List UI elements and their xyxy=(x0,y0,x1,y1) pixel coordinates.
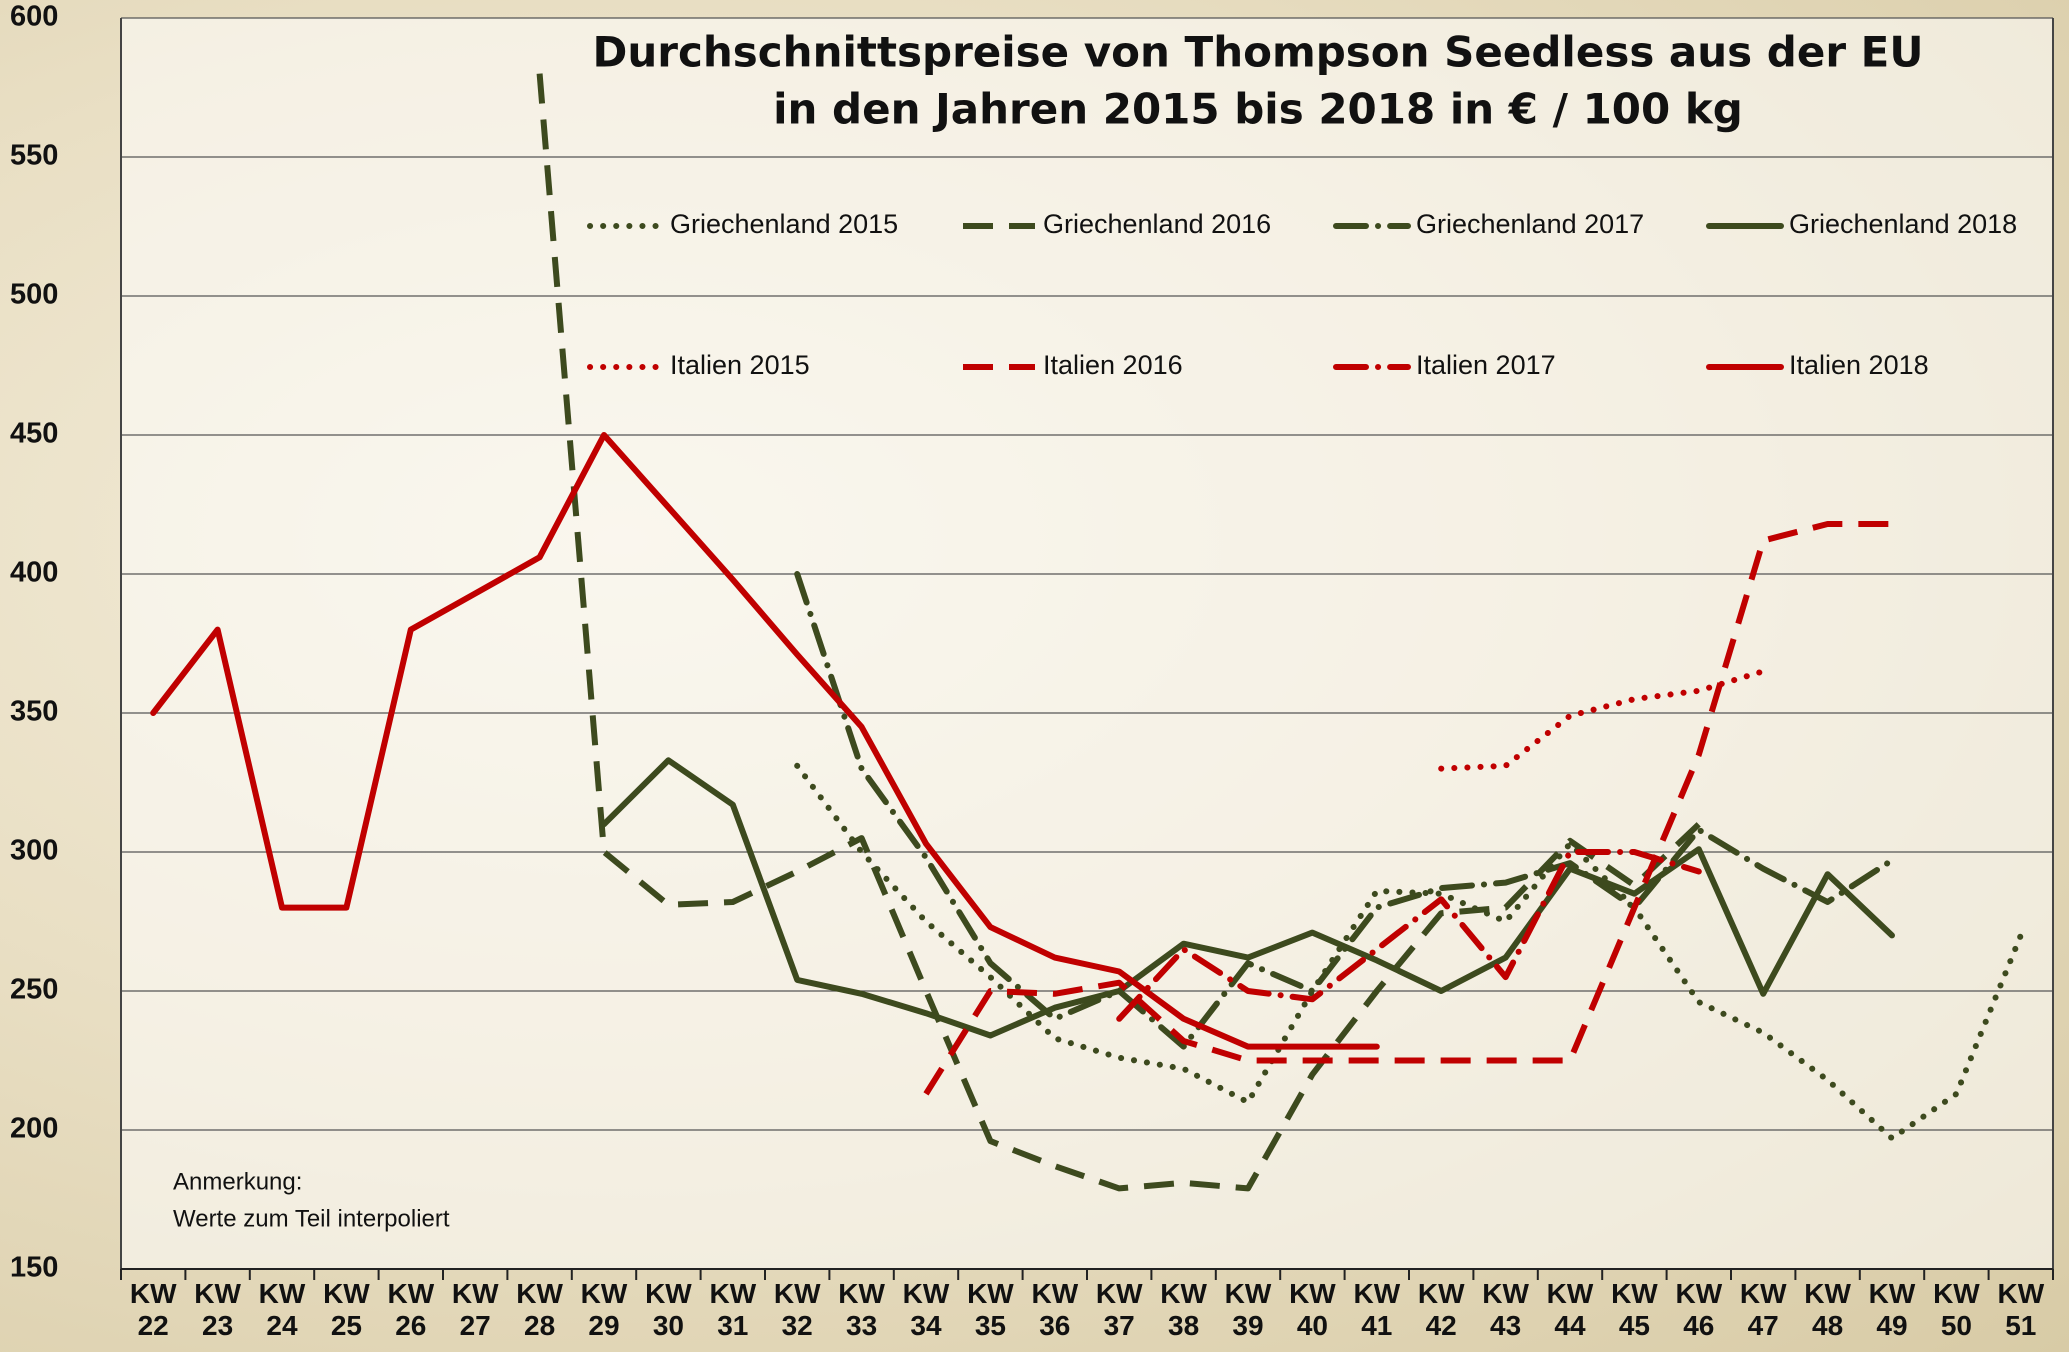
legend-label: Italien 2017 xyxy=(1416,350,1556,380)
chart-title: Durchschnittspreise von Thompson Seedles… xyxy=(593,28,1924,77)
y-tick-label: 300 xyxy=(10,835,58,867)
x-tick-label: KW 48 xyxy=(1798,1278,1858,1342)
y-tick-label: 200 xyxy=(10,1113,58,1145)
y-tick-label: 250 xyxy=(10,974,58,1006)
x-tick-label: KW 46 xyxy=(1669,1278,1729,1342)
y-tick-label: 500 xyxy=(10,279,58,311)
annotation: Anmerkung: xyxy=(173,1168,302,1195)
y-tick-label: 350 xyxy=(10,696,58,728)
x-tick-label: KW 25 xyxy=(316,1278,376,1342)
x-tick-label: KW 43 xyxy=(1476,1278,1536,1342)
y-tick-label: 600 xyxy=(10,1,58,33)
chart-title: in den Jahren 2015 bis 2018 in € / 100 k… xyxy=(773,85,1743,134)
x-tick-label: KW 31 xyxy=(703,1278,763,1342)
x-tick-label: KW 41 xyxy=(1347,1278,1407,1342)
x-tick-label: KW 30 xyxy=(638,1278,698,1342)
x-tick-label: KW 23 xyxy=(188,1278,248,1342)
x-tick-label: KW 51 xyxy=(1991,1278,2051,1342)
legend-label: Griechenland 2016 xyxy=(1043,209,1271,239)
legend-label: Griechenland 2017 xyxy=(1416,209,1644,239)
x-tick-label: KW 33 xyxy=(832,1278,892,1342)
x-tick-label: KW 34 xyxy=(896,1278,956,1342)
x-tick-label: KW 32 xyxy=(767,1278,827,1342)
y-tick-label: 400 xyxy=(10,557,58,589)
chart: Durchschnittspreise von Thompson Seedles… xyxy=(0,0,2069,1352)
x-tick-label: KW 28 xyxy=(510,1278,570,1342)
x-tick-label: KW 47 xyxy=(1733,1278,1793,1342)
x-tick-label: KW 24 xyxy=(252,1278,312,1342)
x-tick-label: KW 49 xyxy=(1862,1278,1922,1342)
x-tick-label: KW 36 xyxy=(1025,1278,1085,1342)
x-tick-label: KW 44 xyxy=(1540,1278,1600,1342)
annotation: Werte zum Teil interpoliert xyxy=(173,1205,450,1232)
legend-label: Italien 2018 xyxy=(1789,350,1929,380)
x-tick-label: KW 26 xyxy=(381,1278,441,1342)
x-tick-label: KW 37 xyxy=(1089,1278,1149,1342)
legend-label: Griechenland 2018 xyxy=(1789,209,2017,239)
x-tick-label: KW 27 xyxy=(445,1278,505,1342)
legend-label: Italien 2015 xyxy=(670,350,810,380)
x-tick-label: KW 35 xyxy=(960,1278,1020,1342)
x-tick-label: KW 38 xyxy=(1154,1278,1214,1342)
x-tick-label: KW 29 xyxy=(574,1278,634,1342)
x-tick-label: KW 39 xyxy=(1218,1278,1278,1342)
legend-label: Griechenland 2015 xyxy=(670,209,898,239)
plot-area xyxy=(121,18,2053,1269)
y-tick-label: 150 xyxy=(10,1252,58,1284)
x-tick-label: KW 40 xyxy=(1282,1278,1342,1342)
y-tick-label: 450 xyxy=(10,418,58,450)
x-tick-label: KW 45 xyxy=(1604,1278,1664,1342)
y-tick-label: 550 xyxy=(10,140,58,172)
x-tick-label: KW 42 xyxy=(1411,1278,1471,1342)
x-tick-label: KW 50 xyxy=(1926,1278,1986,1342)
legend-label: Italien 2016 xyxy=(1043,350,1183,380)
x-tick-label: KW 22 xyxy=(123,1278,183,1342)
page: {"chart_data":{"type":"line", "title":["… xyxy=(0,0,2069,1352)
